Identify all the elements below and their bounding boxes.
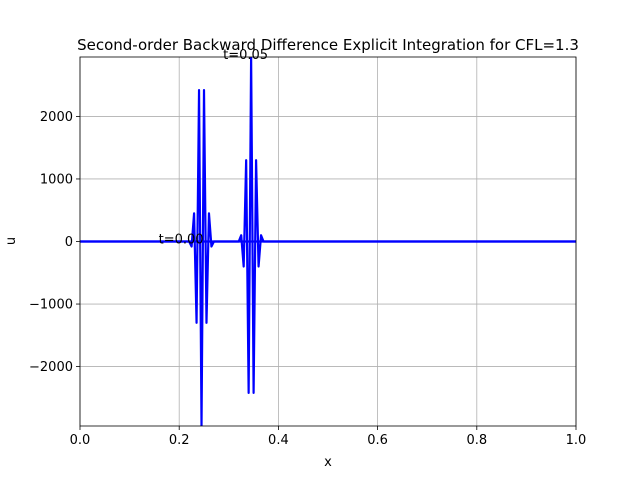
annotation-label: t=0.00 (159, 233, 204, 248)
chart-title: Second-order Backward Difference Explici… (77, 36, 579, 54)
y-tick-label: 2000 (40, 110, 73, 125)
y-tick-label: −1000 (29, 298, 73, 313)
x-tick-label: 0.6 (367, 433, 388, 448)
x-tick-label: 0.2 (169, 433, 190, 448)
y-axis-label: u (4, 237, 19, 245)
y-tick-label: 1000 (40, 172, 73, 187)
annotations: t=0.00 t=0.05 (159, 48, 268, 248)
plot-lines (80, 57, 576, 426)
y-tick-label: 0 (65, 235, 73, 250)
x-tick-label: 0.4 (268, 433, 289, 448)
x-tick-label: 0.8 (466, 433, 487, 448)
y-tick-label: −2000 (29, 360, 73, 375)
x-tick-label: 0.0 (70, 433, 91, 448)
series-line-2 (80, 57, 576, 394)
x-axis-label: x (324, 455, 332, 470)
series-line-1 (80, 89, 576, 426)
annotation-label: t=0.05 (223, 48, 268, 63)
x-tick-label: 1.0 (566, 433, 587, 448)
ticks: 0.0 0.2 0.4 0.6 0.8 1.0 −2000 −1000 0 1000 2000 (29, 110, 586, 448)
